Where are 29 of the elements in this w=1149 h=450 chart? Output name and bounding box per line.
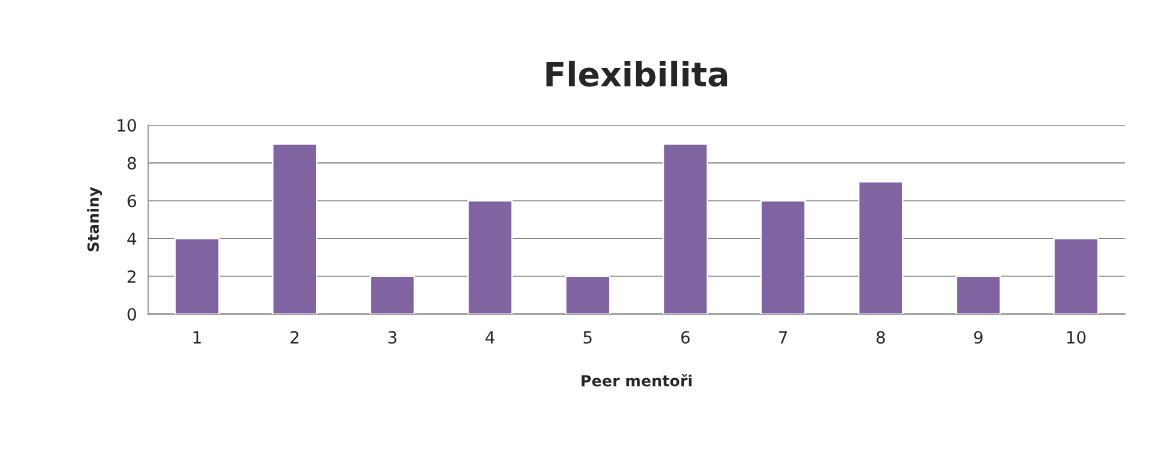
x-tick-label: 9 bbox=[974, 331, 983, 344]
x-tick-label: 6 bbox=[681, 331, 690, 344]
bar bbox=[760, 200, 806, 315]
chart-title: Flexibilita bbox=[546, 60, 728, 87]
x-tick-label: 10 bbox=[1067, 331, 1086, 344]
x-tick-label: 1 bbox=[193, 331, 201, 344]
x-tick-label: 3 bbox=[388, 331, 397, 344]
bar bbox=[955, 275, 1002, 315]
x-tick-label: 8 bbox=[876, 331, 885, 344]
y-tick-label: 0 bbox=[127, 308, 136, 321]
bar bbox=[565, 275, 611, 315]
x-tick-label: 4 bbox=[485, 331, 495, 344]
x-tick-label: 7 bbox=[779, 331, 787, 344]
bar bbox=[272, 143, 318, 315]
x-axis-title: Peer mentoři bbox=[581, 374, 692, 387]
y-tick-label: 6 bbox=[127, 194, 137, 208]
bar bbox=[858, 181, 904, 315]
bar bbox=[467, 200, 513, 315]
y-tick-label: 4 bbox=[127, 232, 137, 245]
y-tick-label: 10 bbox=[117, 119, 136, 132]
x-tick-label: 2 bbox=[290, 331, 299, 344]
bar bbox=[1053, 237, 1099, 315]
bar bbox=[369, 275, 416, 315]
y-tick-label: 8 bbox=[127, 156, 136, 170]
y-axis-title: Staniny bbox=[87, 187, 103, 252]
bar bbox=[174, 237, 220, 315]
bar bbox=[662, 143, 709, 315]
x-tick-label: 5 bbox=[583, 331, 592, 344]
y-tick-label: 2 bbox=[127, 270, 136, 283]
